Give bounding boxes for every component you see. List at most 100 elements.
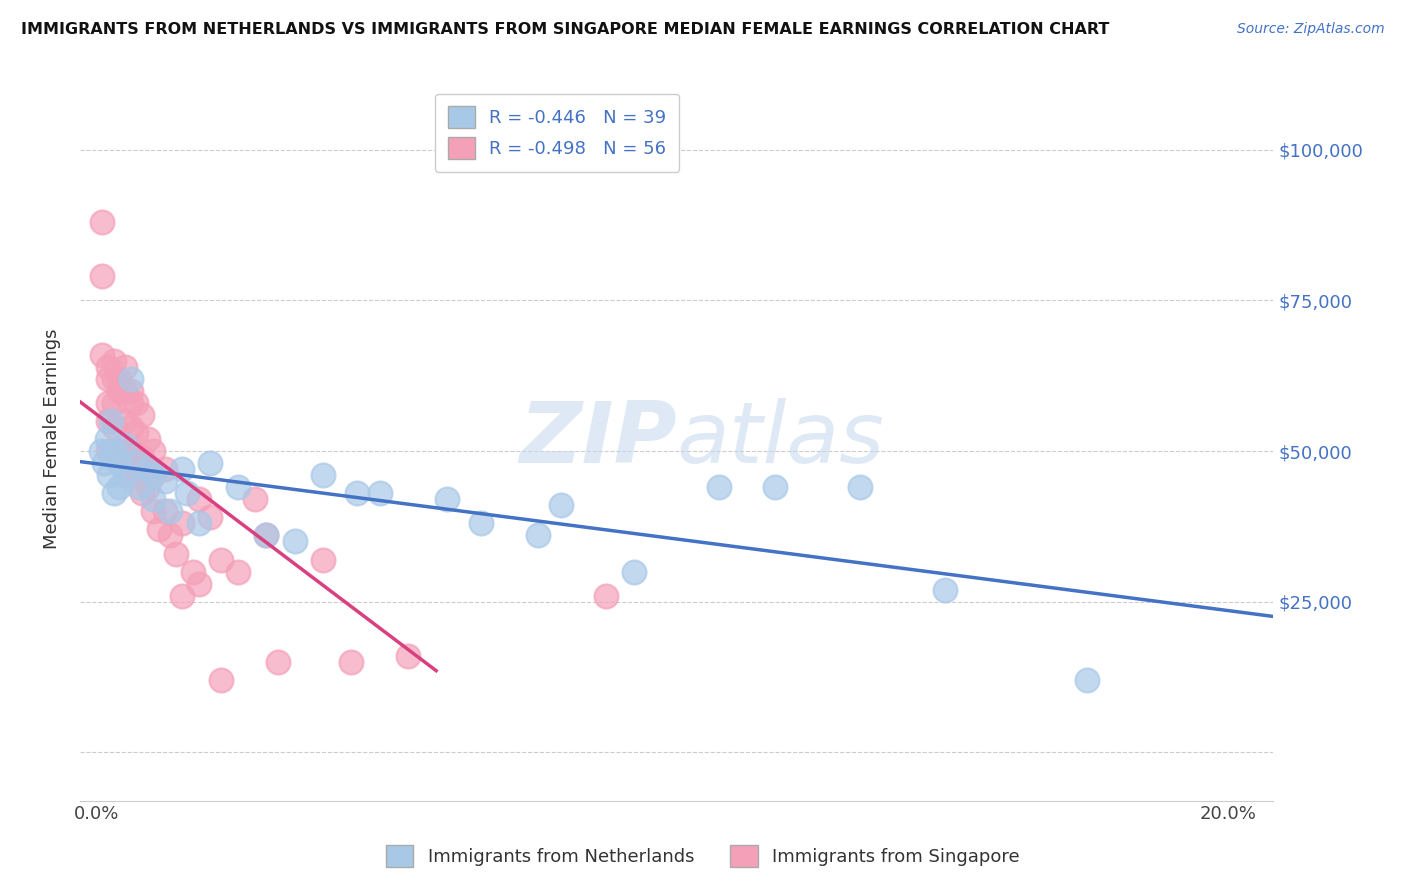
- Point: [97, 359, 120, 374]
- Point: [198, 456, 221, 470]
- Point: [100, 414, 122, 428]
- Point: [97, 444, 120, 458]
- Point: [120, 372, 142, 386]
- Point: [108, 444, 131, 458]
- Point: [346, 486, 368, 500]
- Point: [114, 414, 136, 428]
- Point: [256, 528, 278, 542]
- Point: [114, 438, 136, 452]
- Point: [91, 215, 114, 229]
- Point: [142, 468, 165, 483]
- Point: [159, 504, 181, 518]
- Point: [153, 504, 176, 518]
- Point: [170, 462, 193, 476]
- Point: [209, 552, 232, 566]
- Point: [114, 468, 136, 483]
- Point: [267, 655, 290, 669]
- Point: [97, 396, 120, 410]
- Point: [91, 348, 114, 362]
- Text: ZIP: ZIP: [519, 398, 676, 481]
- Point: [153, 474, 176, 488]
- Point: [125, 396, 148, 410]
- Point: [120, 420, 142, 434]
- Legend: R = -0.446   N = 39, R = -0.498   N = 56: R = -0.446 N = 39, R = -0.498 N = 56: [436, 94, 679, 172]
- Point: [142, 468, 165, 483]
- Point: [120, 396, 142, 410]
- Point: [226, 565, 249, 579]
- Point: [131, 486, 153, 500]
- Point: [90, 444, 112, 458]
- Point: [108, 480, 131, 494]
- Point: [623, 565, 645, 579]
- Point: [103, 353, 125, 368]
- Point: [114, 359, 136, 374]
- Point: [595, 589, 617, 603]
- Point: [934, 582, 956, 597]
- Point: [108, 372, 131, 386]
- Point: [108, 384, 131, 398]
- Point: [108, 456, 131, 470]
- Point: [312, 468, 335, 483]
- Point: [103, 444, 125, 458]
- Point: [1076, 673, 1098, 687]
- Point: [470, 516, 492, 531]
- Point: [159, 528, 181, 542]
- Point: [103, 396, 125, 410]
- Point: [97, 414, 120, 428]
- Point: [142, 504, 165, 518]
- Point: [142, 444, 165, 458]
- Point: [181, 565, 204, 579]
- Point: [131, 408, 153, 422]
- Point: [256, 528, 278, 542]
- Point: [131, 450, 153, 464]
- Point: [849, 480, 872, 494]
- Point: [550, 499, 572, 513]
- Point: [368, 486, 391, 500]
- Point: [165, 547, 187, 561]
- Point: [125, 425, 148, 440]
- Point: [136, 462, 159, 476]
- Point: [209, 673, 232, 687]
- Point: [125, 456, 148, 470]
- Y-axis label: Median Female Earnings: Median Female Earnings: [44, 329, 60, 549]
- Point: [436, 492, 458, 507]
- Point: [120, 384, 142, 398]
- Point: [396, 648, 419, 663]
- Point: [103, 486, 125, 500]
- Point: [707, 480, 730, 494]
- Point: [98, 468, 121, 483]
- Point: [187, 492, 209, 507]
- Point: [103, 372, 125, 386]
- Point: [284, 534, 307, 549]
- Text: Source: ZipAtlas.com: Source: ZipAtlas.com: [1237, 22, 1385, 37]
- Point: [198, 510, 221, 524]
- Text: atlas: atlas: [676, 398, 884, 481]
- Point: [170, 589, 193, 603]
- Point: [187, 516, 209, 531]
- Point: [96, 432, 118, 446]
- Point: [125, 462, 148, 476]
- Point: [114, 384, 136, 398]
- Point: [527, 528, 550, 542]
- Point: [93, 456, 115, 470]
- Point: [340, 655, 363, 669]
- Text: IMMIGRANTS FROM NETHERLANDS VS IMMIGRANTS FROM SINGAPORE MEDIAN FEMALE EARNINGS : IMMIGRANTS FROM NETHERLANDS VS IMMIGRANT…: [21, 22, 1109, 37]
- Point: [226, 480, 249, 494]
- Point: [128, 480, 150, 494]
- Point: [187, 576, 209, 591]
- Legend: Immigrants from Netherlands, Immigrants from Singapore: Immigrants from Netherlands, Immigrants …: [380, 838, 1026, 874]
- Point: [765, 480, 787, 494]
- Point: [170, 516, 193, 531]
- Point: [142, 492, 165, 507]
- Point: [312, 552, 335, 566]
- Point: [148, 523, 170, 537]
- Point: [136, 480, 159, 494]
- Point: [103, 420, 125, 434]
- Point: [120, 444, 142, 458]
- Point: [176, 486, 198, 500]
- Point: [114, 444, 136, 458]
- Point: [243, 492, 266, 507]
- Point: [97, 372, 120, 386]
- Point: [153, 462, 176, 476]
- Point: [136, 432, 159, 446]
